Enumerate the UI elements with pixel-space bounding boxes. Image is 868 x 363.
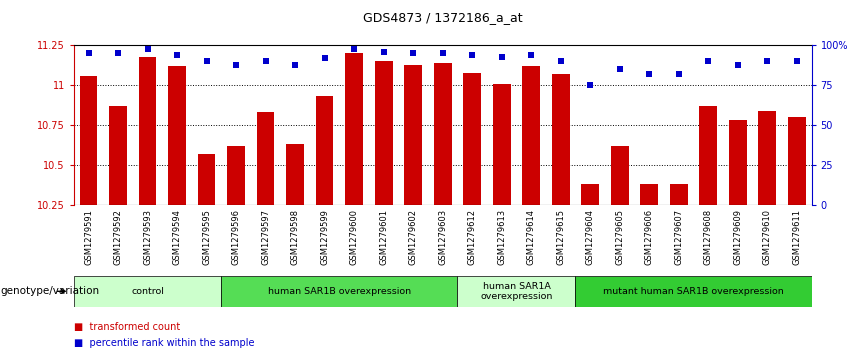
Bar [729, 121, 746, 205]
Text: ■  percentile rank within the sample: ■ percentile rank within the sample [74, 338, 254, 348]
Bar [552, 74, 569, 205]
Point [731, 62, 745, 68]
Bar [80, 76, 97, 205]
Point [200, 58, 214, 64]
Text: GDS4873 / 1372186_a_at: GDS4873 / 1372186_a_at [363, 11, 523, 24]
Text: GSM1279605: GSM1279605 [615, 209, 624, 265]
Text: GSM1279606: GSM1279606 [645, 209, 654, 265]
Bar [457, 276, 575, 307]
Text: GSM1279593: GSM1279593 [143, 209, 152, 265]
Bar [404, 65, 422, 205]
Text: GSM1279607: GSM1279607 [674, 209, 683, 265]
Point [436, 50, 450, 56]
Bar [575, 276, 812, 307]
Text: GSM1279610: GSM1279610 [763, 209, 772, 265]
Text: GSM1279601: GSM1279601 [379, 209, 388, 265]
Text: GSM1279614: GSM1279614 [527, 209, 536, 265]
Bar [788, 117, 806, 205]
Text: GSM1279608: GSM1279608 [704, 209, 713, 265]
Point [229, 62, 243, 68]
Text: GSM1279598: GSM1279598 [291, 209, 299, 265]
Point [524, 52, 538, 58]
Bar [611, 146, 628, 205]
Point [554, 58, 568, 64]
Text: GSM1279615: GSM1279615 [556, 209, 565, 265]
Bar [221, 276, 457, 307]
Bar [168, 66, 186, 205]
Text: mutant human SAR1B overexpression: mutant human SAR1B overexpression [603, 287, 784, 296]
Bar [286, 144, 304, 205]
Bar [139, 57, 156, 205]
Text: GSM1279604: GSM1279604 [586, 209, 595, 265]
Point [141, 46, 155, 52]
Text: GSM1279594: GSM1279594 [173, 209, 181, 265]
Bar [375, 61, 392, 205]
Point [170, 52, 184, 58]
Text: human SAR1A
overexpression: human SAR1A overexpression [480, 282, 553, 301]
Text: GSM1279613: GSM1279613 [497, 209, 506, 265]
Point [465, 52, 479, 58]
Bar [641, 184, 658, 205]
Point [583, 82, 597, 88]
Point [318, 55, 332, 61]
Bar [227, 146, 245, 205]
Bar [74, 276, 221, 307]
Text: GSM1279609: GSM1279609 [733, 209, 742, 265]
Text: GSM1279599: GSM1279599 [320, 209, 329, 265]
Point [760, 58, 774, 64]
Bar [670, 184, 687, 205]
Text: ■  transformed count: ■ transformed count [74, 322, 180, 332]
Bar [493, 84, 510, 205]
Point [377, 49, 391, 55]
Point [82, 50, 95, 56]
Point [613, 66, 627, 72]
Point [406, 50, 420, 56]
Bar [316, 97, 333, 205]
Text: GSM1279600: GSM1279600 [350, 209, 358, 265]
Point [701, 58, 715, 64]
Bar [109, 106, 127, 205]
Point [672, 71, 686, 77]
Text: GSM1279603: GSM1279603 [438, 209, 447, 265]
Bar [523, 66, 540, 205]
Bar [700, 106, 717, 205]
Text: GSM1279592: GSM1279592 [114, 209, 122, 265]
Text: control: control [131, 287, 164, 296]
Point [111, 50, 125, 56]
Bar [198, 154, 215, 205]
Point [642, 71, 656, 77]
Bar [434, 63, 451, 205]
Point [288, 62, 302, 68]
Point [790, 58, 804, 64]
Bar [759, 111, 776, 205]
Text: GSM1279595: GSM1279595 [202, 209, 211, 265]
Point [259, 58, 273, 64]
Bar [582, 184, 599, 205]
Text: GSM1279602: GSM1279602 [409, 209, 418, 265]
Point [347, 46, 361, 52]
Text: GSM1279591: GSM1279591 [84, 209, 93, 265]
Text: human SAR1B overexpression: human SAR1B overexpression [268, 287, 411, 296]
Bar [464, 73, 481, 205]
Text: GSM1279611: GSM1279611 [792, 209, 801, 265]
Bar [257, 113, 274, 205]
Point [495, 54, 509, 60]
Bar [345, 53, 363, 205]
Text: genotype/variation: genotype/variation [1, 286, 100, 296]
Text: GSM1279596: GSM1279596 [232, 209, 240, 265]
Text: GSM1279612: GSM1279612 [468, 209, 477, 265]
Text: GSM1279597: GSM1279597 [261, 209, 270, 265]
